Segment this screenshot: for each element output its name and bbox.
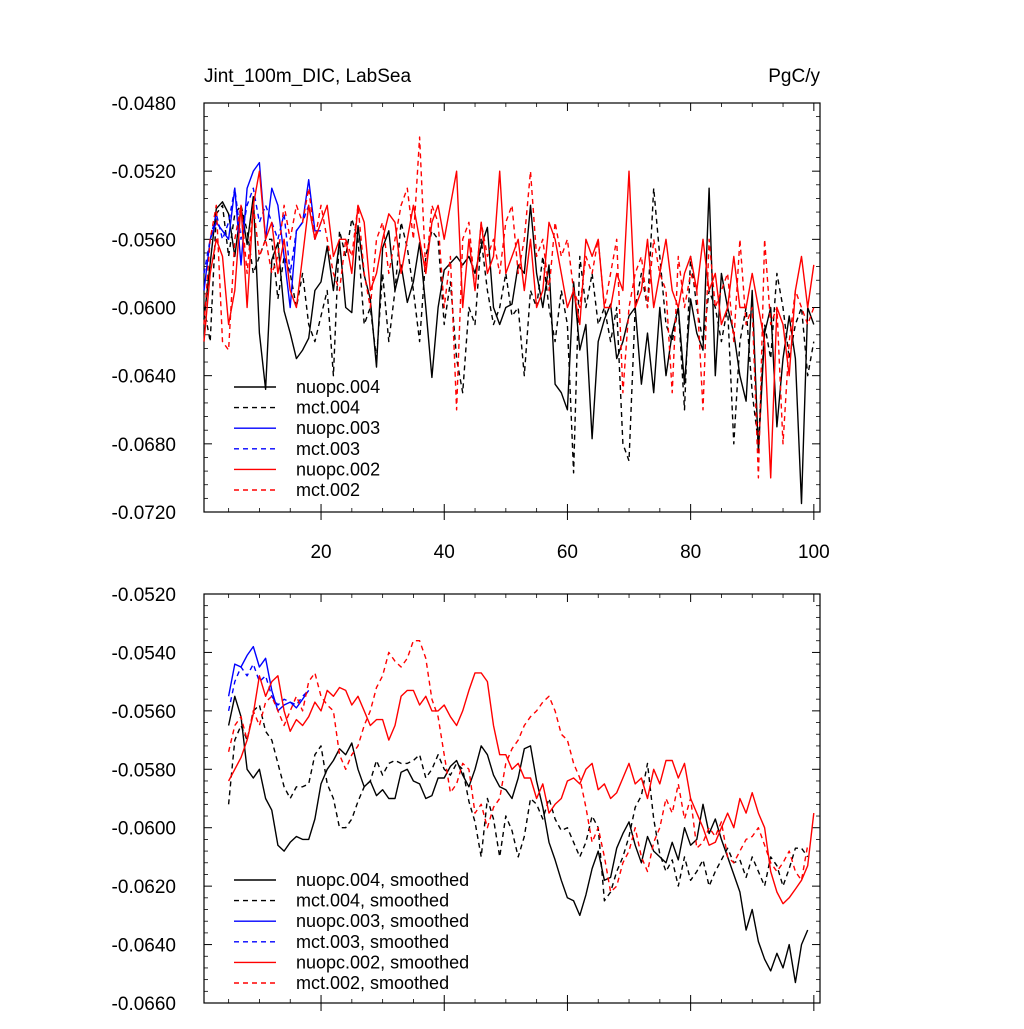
series-line-mct-004 [203,187,815,474]
y-tick-label: -0.0720 [112,503,176,524]
legend-label: nuopc.004 [296,377,380,397]
chart-panel-2: -0.0520 -0.0540 -0.0560 -0.0580 -0.0600 -0.06… [112,585,821,1015]
series-line-nuopc-002-smoothed [227,672,815,905]
y-tick-label: -0.0600 [112,819,176,840]
legend-label: mct.002 [296,480,360,500]
legend-label: mct.003, smoothed [296,932,449,952]
y-tick-label: -0.0600 [112,299,176,320]
series-line-nuopc-003-smoothed [227,645,310,712]
x-tick-label: 60 [557,542,578,563]
series-line-nuopc-004-smoothed [227,695,809,984]
x-tick-label: 40 [434,542,455,563]
series-line-mct-002 [203,136,815,479]
y-tick-label: -0.0580 [112,760,176,781]
legend-label: mct.004, smoothed [296,891,449,911]
y-tick-label: -0.0480 [112,94,176,115]
plot-frame [203,593,821,1004]
y-tick-label: -0.0520 [112,585,176,606]
series-line-mct-003 [203,187,322,275]
y-tick-label: -0.0680 [112,435,176,456]
y-tick-label: -0.0640 [112,936,176,957]
y-tick-label: -0.0560 [112,702,176,723]
series-line-nuopc-002 [203,170,815,479]
legend-label: nuopc.003, smoothed [296,911,469,931]
legend-label: nuopc.004, smoothed [296,870,469,890]
legend-label: mct.004 [296,398,360,418]
chart-title: Jint_100m_DIC, LabSea [204,66,411,87]
y-tick-label: -0.0620 [112,877,176,898]
y-tick-label: -0.0520 [112,162,176,183]
series-line-mct-003-smoothed [227,663,310,712]
legend-label: mct.003 [296,439,360,459]
y-tick-label: -0.0640 [112,367,176,388]
legend-label: nuopc.003 [296,418,380,438]
legend-label: mct.002, smoothed [296,973,449,993]
y-tick-label: -0.0660 [112,994,176,1015]
y-tick-label: -0.0560 [112,230,176,251]
series-line-mct-004-smoothed [227,704,809,902]
x-tick-label: 80 [680,542,701,563]
series-line-mct-002-smoothed [227,640,809,893]
x-tick-label: 100 [798,542,830,563]
legend-label: nuopc.002, smoothed [296,952,469,972]
chart-units: PgC/y [768,66,820,87]
legend-label: nuopc.002 [296,459,380,479]
y-tick-label: -0.0540 [112,643,176,664]
chart-panel-1: -0.0480 -0.0520 -0.0560 -0.0600 -0.0640 -0.06… [112,66,830,563]
x-tick-label: 20 [310,542,331,563]
